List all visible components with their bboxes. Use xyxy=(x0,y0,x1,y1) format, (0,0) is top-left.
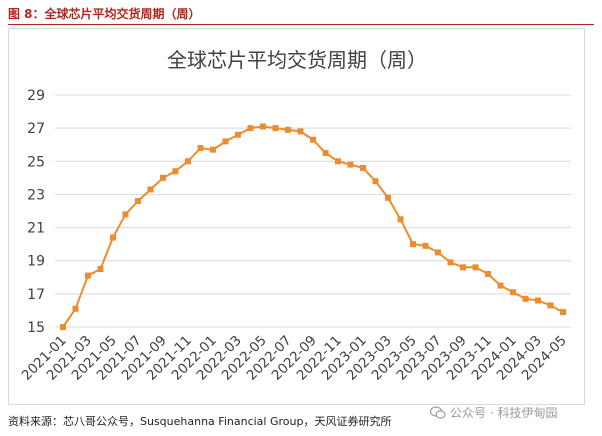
data-point xyxy=(322,150,329,156)
data-point xyxy=(285,126,291,133)
series-line xyxy=(62,125,564,328)
data-point xyxy=(160,174,166,181)
data-point xyxy=(522,295,529,302)
data-point xyxy=(560,309,566,316)
data-point xyxy=(72,305,79,312)
data-point xyxy=(422,242,429,249)
y-tick-label: 25 xyxy=(27,154,45,170)
data-point xyxy=(510,289,516,296)
data-point xyxy=(222,138,229,145)
data-point xyxy=(247,125,254,132)
y-tick-label: 19 xyxy=(27,254,45,270)
y-tick-label: 17 xyxy=(27,287,45,303)
data-point xyxy=(335,158,341,165)
caption-divider xyxy=(8,24,594,25)
data-point xyxy=(210,146,216,153)
source-note: 资料来源：芯八哥公众号，Susquehanna Financial Group，… xyxy=(8,415,392,428)
data-point xyxy=(172,168,179,175)
data-point xyxy=(122,211,129,218)
data-point xyxy=(472,264,479,271)
data-point xyxy=(547,302,554,309)
line-chart: 全球芯片平均交货周期（周） 15 17 19 21 23 25 27 29 2021-0120… xyxy=(19,48,571,384)
x-axis-ticks: 2021-012021-032021-052021-072021-092021-… xyxy=(19,333,570,384)
data-point xyxy=(135,198,141,205)
data-point xyxy=(372,178,379,185)
chart-frame: 全球芯片平均交货周期（周） 15 17 19 21 23 25 27 29 2021-01 20… xyxy=(8,28,585,405)
data-point xyxy=(260,123,266,130)
watermark-text: 公众号 · 科技伊甸园 xyxy=(450,406,558,420)
data-point xyxy=(235,131,241,138)
data-point xyxy=(60,324,66,330)
data-point xyxy=(497,282,504,289)
data-points xyxy=(60,123,566,330)
watermark: 公众号 · 科技伊甸园 xyxy=(430,404,557,421)
gridlines xyxy=(55,94,571,328)
figure-caption: 图 8：全球芯片平均交货周期（周） xyxy=(8,7,201,21)
data-point xyxy=(97,266,104,272)
y-tick-label: 23 xyxy=(27,187,45,203)
data-point xyxy=(460,264,466,271)
series-polyline xyxy=(62,125,564,328)
data-point xyxy=(147,186,154,193)
data-point xyxy=(185,158,191,165)
data-point xyxy=(397,216,404,223)
wechat-icon xyxy=(430,405,446,419)
y-axis-ticks: 15 17 19 21 23 25 27 29 xyxy=(27,88,45,336)
y-tick-label: 29 xyxy=(27,88,45,104)
data-point xyxy=(435,249,441,256)
data-point xyxy=(410,241,416,248)
data-point xyxy=(110,234,116,241)
chart-title: 全球芯片平均交货周期（周） xyxy=(167,48,427,72)
data-point xyxy=(197,145,204,152)
data-point xyxy=(310,136,316,143)
data-point xyxy=(272,125,279,132)
y-tick-label: 15 xyxy=(27,320,45,336)
data-point xyxy=(485,270,491,277)
data-point xyxy=(385,194,391,201)
data-point xyxy=(347,161,354,168)
data-point xyxy=(535,297,541,304)
y-tick-label: 21 xyxy=(27,221,45,237)
data-point xyxy=(85,272,91,279)
y-tick-label: 27 xyxy=(27,121,45,137)
data-point xyxy=(297,128,304,135)
data-point xyxy=(360,164,366,171)
data-point xyxy=(447,259,454,266)
